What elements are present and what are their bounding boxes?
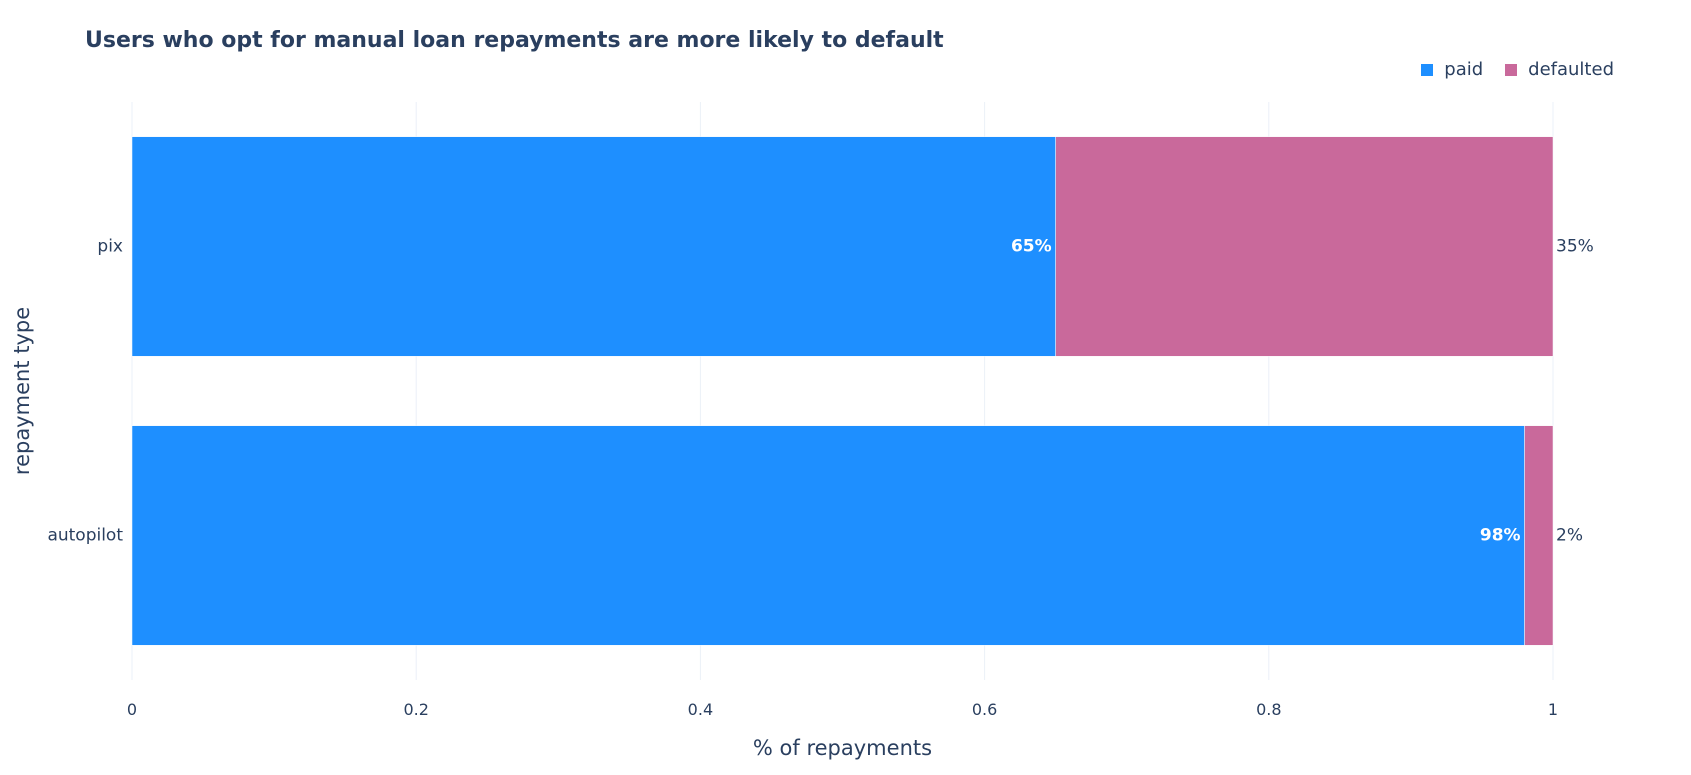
bar-paid-autopilot: [131, 425, 1525, 646]
legend-label-defaulted: defaulted: [1528, 59, 1614, 80]
legend-item-defaulted[interactable]: defaulted: [1505, 59, 1614, 80]
data-label-paid-autopilot: 98%: [1480, 526, 1521, 546]
x-tick-label-0: 0: [127, 700, 137, 719]
x-tick-label-5: 1: [1548, 700, 1558, 719]
legend-swatch-defaulted: [1505, 63, 1518, 76]
bar-defaulted-pix: [1055, 136, 1554, 357]
x-tick-label-1: 0.2: [403, 700, 428, 719]
legend: paid defaulted: [1421, 59, 1614, 80]
y-tick-label-autopilot: autopilot: [47, 526, 123, 546]
x-tick-label-3: 0.6: [972, 700, 997, 719]
legend-swatch-paid: [1421, 63, 1434, 76]
bar-paid-pix: [131, 136, 1056, 357]
legend-label-paid: paid: [1444, 59, 1484, 80]
legend-item-paid[interactable]: paid: [1421, 59, 1483, 80]
x-tick-label-4: 0.8: [1256, 700, 1281, 719]
bar-defaulted-autopilot: [1524, 425, 1554, 646]
data-label-defaulted-pix: 35%: [1556, 237, 1594, 257]
y-tick-label-pix: pix: [97, 237, 123, 257]
data-label-paid-pix: 65%: [1011, 237, 1052, 257]
chart-title: Users who opt for manual loan repayments…: [85, 28, 944, 53]
data-label-defaulted-autopilot: 2%: [1556, 526, 1583, 546]
y-axis-title: repayment type: [10, 307, 34, 475]
x-tick-label-2: 0.4: [688, 700, 713, 719]
x-axis-title: % of repayments: [753, 736, 932, 760]
